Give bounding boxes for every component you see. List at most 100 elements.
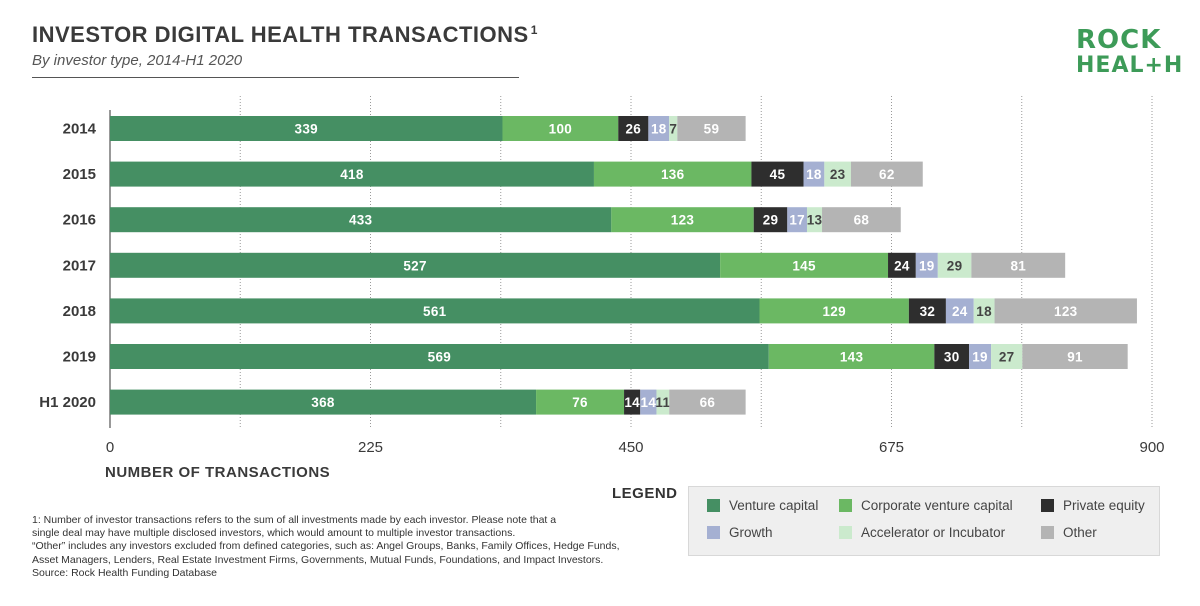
bar-segment	[1022, 344, 1128, 369]
data-label: 27	[999, 350, 1015, 365]
chart-subtitle: By investor type, 2014-H1 2020	[32, 52, 243, 69]
legend-label: Corporate venture capital	[861, 498, 1013, 513]
bar-segment	[110, 389, 537, 415]
data-label: 17	[789, 213, 805, 228]
bar-segment	[934, 344, 970, 369]
data-label: 62	[879, 167, 895, 182]
data-label: 24	[894, 258, 910, 273]
bar-segment	[806, 207, 823, 233]
legend-label: Accelerator or Incubator	[861, 525, 1006, 540]
data-label: 76	[572, 395, 588, 410]
legend-item-venture-capital: Venture capital	[707, 498, 818, 513]
data-label: 59	[704, 122, 720, 137]
data-label: 123	[671, 213, 695, 228]
data-label: 66	[700, 395, 716, 410]
x-tick-label: 900	[1139, 439, 1164, 456]
data-label: 29	[947, 258, 963, 273]
data-label: 18	[651, 122, 667, 137]
bar-segment	[611, 207, 754, 233]
title-divider	[32, 77, 519, 78]
chart-title-text: INVESTOR DIGITAL HEALTH TRANSACTIONS	[32, 22, 529, 47]
legend-swatch	[707, 499, 720, 512]
bar-segment	[973, 298, 995, 324]
data-label: 143	[840, 350, 864, 365]
bar-segment	[969, 344, 992, 369]
legend-label: Venture capital	[729, 498, 819, 513]
category-label: 2017	[63, 257, 96, 274]
bar-segment	[888, 252, 916, 278]
data-label: 30	[944, 350, 960, 365]
category-label: 2016	[63, 212, 96, 229]
x-tick-label: 675	[879, 439, 904, 456]
bar-segment	[720, 252, 889, 278]
footnotes: 1: Number of investor transactions refer…	[32, 514, 642, 580]
footnote-line: “Other” includes any investors excluded …	[32, 540, 620, 553]
rock-health-logo: ROCK HEAL+H	[1076, 27, 1183, 77]
footnote-line: Source: Rock Health Funding Database	[32, 566, 218, 579]
data-label: 45	[770, 167, 786, 182]
data-label: 123	[1054, 304, 1078, 319]
data-label: 527	[403, 258, 426, 273]
data-label: 68	[854, 213, 870, 228]
footnote-line: 1: Number of investor transactions refer…	[32, 514, 557, 526]
data-label: 81	[1010, 258, 1026, 273]
category-label: 2014	[63, 121, 97, 138]
data-label: 14	[624, 395, 640, 410]
data-label: 91	[1067, 350, 1083, 365]
bar-segment	[850, 161, 923, 187]
legend-label: Private equity	[1063, 498, 1145, 513]
data-label: 129	[822, 304, 845, 319]
data-label: 339	[295, 122, 318, 137]
data-label: 14	[641, 395, 657, 410]
data-label: 18	[806, 167, 822, 182]
legend: Venture capital Corporate venture capita…	[688, 486, 1160, 556]
bar-segment	[994, 298, 1137, 324]
data-label: 7	[669, 122, 677, 137]
data-label: 569	[428, 350, 451, 365]
x-tick-label: 450	[618, 439, 643, 456]
chart-title: INVESTOR DIGITAL HEALTH TRANSACTIONS 1	[32, 22, 538, 48]
legend-item-growth: Growth	[707, 525, 773, 540]
data-label: 29	[763, 213, 779, 228]
footnote-line: Asset Managers, Lenders, Real Estate Inv…	[32, 553, 604, 566]
legend-label: Other	[1063, 525, 1097, 540]
category-label: 2018	[63, 303, 96, 320]
data-label: 26	[626, 122, 642, 137]
data-label: 368	[311, 395, 335, 410]
legend-label: Growth	[729, 525, 773, 540]
bar-segment	[768, 344, 935, 369]
bar-segment	[536, 389, 625, 415]
legend-swatch	[839, 526, 852, 539]
legend-item-private-equity: Private equity	[1041, 498, 1145, 513]
bar-segment	[640, 389, 657, 415]
bar-segment	[824, 161, 851, 187]
data-label: 561	[423, 304, 447, 319]
data-label: 136	[661, 167, 685, 182]
bar-segment	[669, 116, 678, 141]
bar-segment	[110, 252, 721, 278]
category-label: 2015	[63, 166, 96, 183]
legend-item-other: Other	[1041, 525, 1097, 540]
bar-segment	[751, 161, 804, 187]
bar-segment	[110, 161, 594, 187]
bar-segment	[677, 116, 746, 141]
bar-segment	[945, 298, 974, 324]
logo-line-2: HEAL+H	[1076, 53, 1184, 78]
bar-segment	[937, 252, 972, 278]
legend-item-accelerator-or-incubator: Accelerator or Incubator	[839, 525, 1005, 540]
data-label: 24	[952, 304, 968, 319]
legend-title: LEGEND	[612, 485, 678, 502]
bar-segment	[753, 207, 788, 233]
bar-segment	[971, 252, 1066, 278]
legend-swatch	[1041, 526, 1054, 539]
data-label: 18	[976, 304, 992, 319]
bar-segment	[669, 389, 746, 415]
bar-segment	[110, 116, 503, 141]
data-label: 19	[919, 258, 935, 273]
x-axis-label: NUMBER OF TRANSACTIONS	[105, 464, 330, 481]
bar-segment	[915, 252, 938, 278]
bar-segment	[822, 207, 901, 233]
data-label: 32	[920, 304, 936, 319]
bar-segment	[908, 298, 946, 324]
